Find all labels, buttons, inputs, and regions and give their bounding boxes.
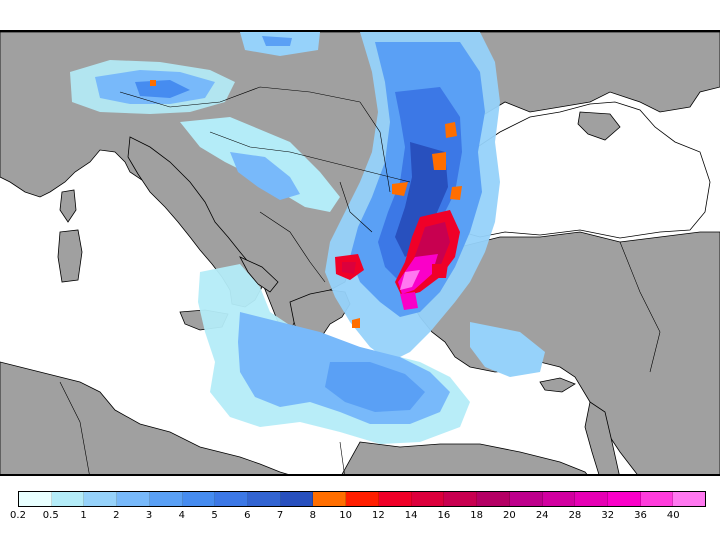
legend-tick-label: 12 bbox=[372, 510, 385, 521]
legend-swatch bbox=[346, 492, 379, 506]
precipitation-field bbox=[70, 32, 545, 444]
border-line bbox=[619, 241, 661, 373]
legend-swatch bbox=[607, 492, 641, 506]
legend-swatch bbox=[477, 492, 510, 506]
precipitation-legend-labels: 0.2 0.5 1 2 3 4 5 6 7 8 10 12 14 16 18 20 24 28 32 36 40 bbox=[0, 510, 720, 526]
legend-swatch bbox=[542, 492, 576, 506]
legend-swatch bbox=[182, 492, 216, 506]
legend-swatch bbox=[411, 492, 445, 506]
precip-moderate bbox=[262, 36, 292, 46]
legend-swatch bbox=[84, 492, 118, 506]
legend-tick-label: 36 bbox=[634, 510, 647, 521]
legend-swatch bbox=[444, 492, 478, 506]
precip-intense-core bbox=[342, 262, 356, 274]
legend-tick-label: 32 bbox=[601, 510, 615, 521]
land-libya-egypt bbox=[341, 441, 588, 474]
legend-tick-label: 5 bbox=[211, 510, 218, 521]
border-line bbox=[259, 211, 326, 283]
legend-swatch bbox=[248, 492, 281, 506]
legend-swatch bbox=[149, 492, 183, 506]
legend-tick-label: 6 bbox=[244, 510, 251, 521]
precip-cell-orange bbox=[450, 186, 462, 200]
legend-swatch bbox=[575, 492, 608, 506]
precip-cell-orange bbox=[432, 152, 446, 170]
legend-tick-label: 24 bbox=[535, 510, 549, 521]
border-line bbox=[339, 181, 373, 233]
precipitation-legend-bar bbox=[18, 491, 706, 507]
legend-tick-label: 18 bbox=[470, 510, 484, 521]
precip-intense-core bbox=[432, 264, 448, 278]
precip-cell-orange bbox=[392, 182, 408, 196]
legend-tick-label: 14 bbox=[404, 510, 418, 521]
country-borders bbox=[59, 86, 661, 474]
legend-tick-label: 28 bbox=[568, 510, 582, 521]
legend-tick-label: 20 bbox=[503, 510, 516, 521]
land-crimea bbox=[577, 111, 621, 141]
precip-light bbox=[470, 322, 545, 377]
legend-tick-label: 16 bbox=[437, 510, 451, 521]
land-corsica bbox=[59, 189, 77, 223]
legend-tick-label: 40 bbox=[666, 510, 680, 521]
legend-swatch bbox=[51, 492, 85, 506]
legend-swatch bbox=[640, 492, 674, 506]
precip-heavy bbox=[325, 362, 425, 412]
precip-heavy bbox=[135, 80, 190, 98]
land-sardinia bbox=[57, 229, 83, 283]
land-north-africa bbox=[0, 361, 289, 474]
precip-moderate bbox=[230, 152, 300, 200]
precip-cell-orange bbox=[445, 122, 457, 138]
legend-tick-label: 0.2 bbox=[10, 510, 26, 521]
legend-swatch bbox=[313, 492, 347, 506]
legend-swatch bbox=[117, 492, 150, 506]
land-levant bbox=[584, 401, 620, 474]
map-canvas bbox=[0, 32, 720, 474]
legend-swatch bbox=[19, 492, 52, 506]
legend-swatch bbox=[215, 492, 249, 506]
legend-tick-label: 7 bbox=[276, 510, 284, 521]
border-line bbox=[59, 381, 90, 474]
legend-swatch bbox=[280, 492, 314, 506]
legend-tick-label: 2 bbox=[113, 510, 120, 521]
precip-extreme-core bbox=[400, 270, 420, 290]
legend-tick-label: 1 bbox=[80, 510, 87, 521]
legend-swatch bbox=[509, 492, 543, 506]
precip-peak bbox=[150, 80, 156, 86]
land-italy-heel bbox=[239, 256, 279, 293]
legend-tick-label: 10 bbox=[339, 510, 352, 521]
legend-swatch bbox=[378, 492, 412, 506]
legend-tick-label: 4 bbox=[178, 510, 185, 521]
border-line bbox=[359, 101, 391, 193]
precipitation-map bbox=[0, 30, 720, 476]
border-line bbox=[209, 131, 411, 183]
border-line bbox=[339, 441, 345, 474]
precip-very-heavy bbox=[395, 142, 448, 257]
legend-tick-label: 3 bbox=[145, 510, 153, 521]
legend-swatch bbox=[673, 492, 706, 506]
precip-extreme-core bbox=[400, 292, 418, 310]
legend-tick-label: 0.5 bbox=[42, 510, 59, 521]
precip-cell-orange bbox=[352, 318, 360, 328]
legend-tick-label: 8 bbox=[309, 510, 317, 521]
border-line bbox=[119, 86, 361, 108]
land-cyprus bbox=[539, 377, 576, 393]
